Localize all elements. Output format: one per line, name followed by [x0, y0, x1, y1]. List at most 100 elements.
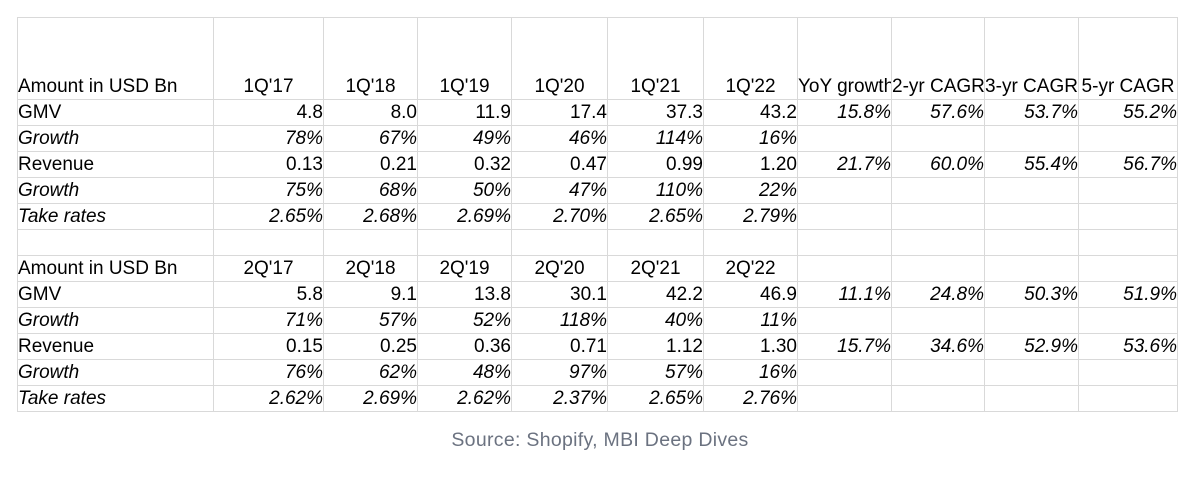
- row-label-cell: Take rates: [17, 385, 214, 412]
- table-row-gmv-growth: Growth 78% 67% 49% 46% 114% 16%: [17, 125, 1178, 152]
- value-cell: 17.4: [511, 99, 608, 126]
- quarter-header-cell: 2Q'22: [703, 255, 798, 282]
- value-cell: 0.71: [511, 333, 608, 360]
- row-label-cell: Growth: [17, 125, 214, 152]
- empty-cell: [703, 229, 798, 256]
- value-cell: 2.69%: [417, 203, 512, 230]
- value-cell: 0.21: [323, 151, 418, 178]
- value-cell: 0.47: [511, 151, 608, 178]
- quarter-header-cell: 2Q'20: [511, 255, 608, 282]
- stat-value-cell: [797, 307, 892, 334]
- value-cell: 0.15: [213, 333, 324, 360]
- stat-header-cell: [891, 255, 985, 282]
- value-cell: 40%: [607, 307, 704, 334]
- quarter-header-cell: 1Q'17: [213, 17, 324, 100]
- value-cell: 97%: [511, 359, 608, 386]
- value-cell: 16%: [703, 125, 798, 152]
- stat-value-cell: [984, 385, 1079, 412]
- stat-value-cell: [1078, 203, 1178, 230]
- stat-value-cell: [1078, 359, 1178, 386]
- stat-value-cell: 15.7%: [797, 333, 892, 360]
- value-cell: 2.65%: [213, 203, 324, 230]
- value-cell: 71%: [213, 307, 324, 334]
- quarter-header-cell: 2Q'21: [607, 255, 704, 282]
- value-cell: 1.30: [703, 333, 798, 360]
- stat-value-cell: [984, 307, 1079, 334]
- value-cell: 37.3: [607, 99, 704, 126]
- quarter-header-cell: 2Q'18: [323, 255, 418, 282]
- empty-cell: [797, 229, 892, 256]
- value-cell: 110%: [607, 177, 704, 204]
- stat-value-cell: 11.1%: [797, 281, 892, 308]
- stat-header-cell: [797, 255, 892, 282]
- stat-header-cell: [984, 255, 1079, 282]
- value-cell: 50%: [417, 177, 512, 204]
- value-cell: 75%: [213, 177, 324, 204]
- empty-cell: [323, 229, 418, 256]
- stat-value-cell: 15.8%: [797, 99, 892, 126]
- value-cell: 22%: [703, 177, 798, 204]
- value-cell: 1.20: [703, 151, 798, 178]
- stat-value-cell: 55.2%: [1078, 99, 1178, 126]
- value-cell: 2.65%: [607, 385, 704, 412]
- value-cell: 78%: [213, 125, 324, 152]
- value-cell: 48%: [417, 359, 512, 386]
- stat-value-cell: 34.6%: [891, 333, 985, 360]
- table-row-gmv: GMV 4.8 8.0 11.9 17.4 37.3 43.2 15.8% 57…: [17, 99, 1178, 126]
- row-label-cell: Growth: [17, 177, 214, 204]
- value-cell: 46.9: [703, 281, 798, 308]
- stat-header-cell: 2-yr CAGR: [891, 17, 985, 100]
- stat-value-cell: [984, 125, 1079, 152]
- source-caption: Source: Shopify, MBI Deep Dives: [451, 429, 749, 451]
- stat-value-cell: [1078, 177, 1178, 204]
- stat-value-cell: [891, 385, 985, 412]
- value-cell: 57%: [607, 359, 704, 386]
- stat-value-cell: [984, 359, 1079, 386]
- value-cell: 2.70%: [511, 203, 608, 230]
- stat-value-cell: [984, 177, 1079, 204]
- stat-header-cell: 3-yr CAGR: [984, 17, 1079, 100]
- value-cell: 11%: [703, 307, 798, 334]
- stat-value-cell: 53.7%: [984, 99, 1079, 126]
- value-cell: 2.68%: [323, 203, 418, 230]
- corner-header-cell: Amount in USD Bn: [17, 17, 214, 100]
- table-row-take-rates: Take rates 2.62% 2.69% 2.62% 2.37% 2.65%…: [17, 385, 1178, 412]
- stat-value-cell: 60.0%: [891, 151, 985, 178]
- empty-cell: [891, 229, 985, 256]
- value-cell: 0.36: [417, 333, 512, 360]
- row-label-cell: GMV: [17, 99, 214, 126]
- value-cell: 2.62%: [417, 385, 512, 412]
- stat-header-cell: YoY growth: [797, 17, 892, 100]
- quarter-header-cell: 1Q'19: [417, 17, 512, 100]
- value-cell: 114%: [607, 125, 704, 152]
- table-row-revenue-growth: Growth 76% 62% 48% 97% 57% 16%: [17, 359, 1178, 386]
- stat-value-cell: [891, 359, 985, 386]
- empty-cell: [511, 229, 608, 256]
- value-cell: 2.79%: [703, 203, 798, 230]
- quarter-header-cell: 1Q'18: [323, 17, 418, 100]
- stat-value-cell: [891, 307, 985, 334]
- stat-value-cell: [891, 177, 985, 204]
- value-cell: 8.0: [323, 99, 418, 126]
- stat-value-cell: [797, 125, 892, 152]
- value-cell: 46%: [511, 125, 608, 152]
- quarter-header-cell: 1Q'20: [511, 17, 608, 100]
- value-cell: 0.25: [323, 333, 418, 360]
- row-label-cell: Growth: [17, 307, 214, 334]
- table-row-revenue: Revenue 0.15 0.25 0.36 0.71 1.12 1.30 15…: [17, 333, 1178, 360]
- value-cell: 16%: [703, 359, 798, 386]
- value-cell: 1.12: [607, 333, 704, 360]
- quarter-header-cell: 1Q'22: [703, 17, 798, 100]
- stat-value-cell: 24.8%: [891, 281, 985, 308]
- stat-value-cell: 21.7%: [797, 151, 892, 178]
- stat-value-cell: [1078, 125, 1178, 152]
- stat-value-cell: [984, 203, 1079, 230]
- stat-value-cell: [797, 385, 892, 412]
- financials-table: Amount in USD Bn 1Q'17 1Q'18 1Q'19 1Q'20…: [17, 17, 1178, 412]
- row-label-cell: Revenue: [17, 333, 214, 360]
- value-cell: 68%: [323, 177, 418, 204]
- spacer-row: [17, 229, 1178, 256]
- stat-value-cell: 51.9%: [1078, 281, 1178, 308]
- table-header-row-q1: Amount in USD Bn 1Q'17 1Q'18 1Q'19 1Q'20…: [17, 17, 1178, 100]
